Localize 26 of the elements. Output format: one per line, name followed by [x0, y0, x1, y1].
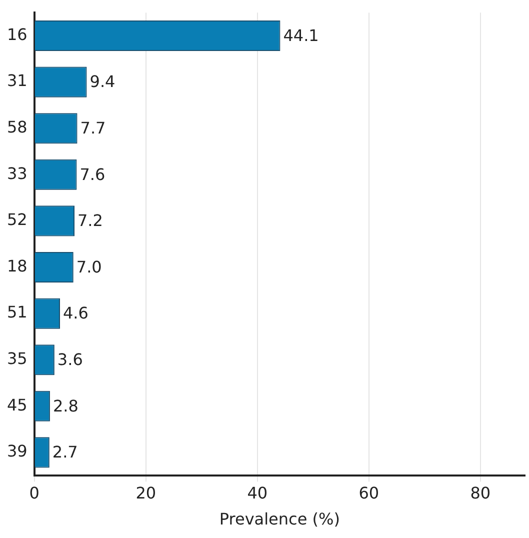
data-label: 7.7 — [80, 118, 106, 138]
data-label: 3.6 — [57, 350, 83, 370]
x-tick-label: 20 — [136, 483, 156, 502]
x-tick-label: 80 — [470, 483, 491, 502]
y-tick-label: 45 — [7, 395, 28, 414]
y-tick-label: 51 — [7, 302, 28, 322]
y-tick-label: 18 — [7, 256, 28, 276]
x-tick-label: 60 — [358, 483, 380, 502]
y-tick-label: 31 — [7, 71, 28, 90]
data-label: 2.7 — [52, 442, 78, 462]
data-label: 2.8 — [52, 396, 78, 416]
x-tick-label: 0 — [29, 483, 40, 502]
x-tick-label: 40 — [247, 483, 268, 502]
y-tick-label: 58 — [7, 118, 28, 137]
y-tick-label: 35 — [7, 349, 28, 368]
data-label: 4.6 — [63, 304, 88, 323]
y-tick-label: 16 — [7, 24, 28, 44]
y-tick-label: 39 — [7, 442, 28, 461]
data-label: 44.1 — [283, 26, 319, 45]
y-tick-label: 52 — [7, 210, 28, 230]
data-label: 7.0 — [76, 257, 102, 276]
y-tick-label: 33 — [7, 164, 28, 183]
data-label: 7.6 — [80, 164, 106, 184]
data-label: 9.4 — [90, 72, 116, 92]
data-label: 7.2 — [78, 211, 103, 230]
x-axis-title: Prevalence (%) — [219, 510, 340, 529]
